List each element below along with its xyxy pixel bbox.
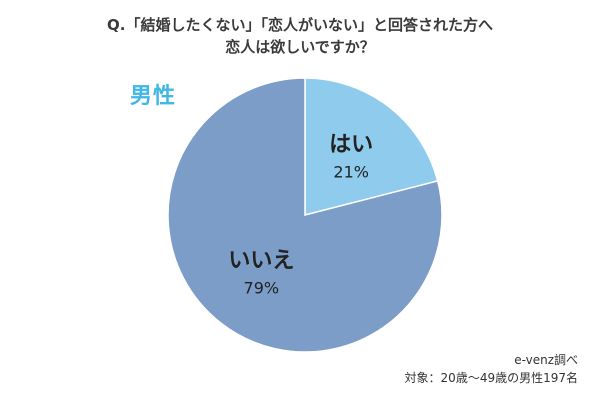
source-line-1: e-venz調べ (514, 353, 578, 367)
pie-slice-no (167, 77, 443, 353)
gender-label: 男性 (130, 84, 177, 109)
slice-value-yes: 21% (333, 162, 369, 181)
slice-label-yes: はい (329, 132, 373, 157)
chart-title: Q.「結婚したくない」「恋人がいない」と回答された方へ 恋人は欲しいですか？ (0, 14, 600, 58)
source-line-2: 対象：20歳〜49歳の男性197名 (404, 371, 578, 385)
chart-title-line-2: 恋人は欲しいですか？ (225, 38, 375, 56)
pie-slice-yes (304, 77, 439, 216)
source-note: e-venz調べ 対象：20歳〜49歳の男性197名 (405, 351, 578, 387)
chart-title-line-1: Q.「結婚したくない」「恋人がいない」と回答された方へ (107, 16, 493, 34)
slice-value-no: 79% (244, 278, 280, 297)
slice-label-no: いいえ (228, 248, 294, 273)
